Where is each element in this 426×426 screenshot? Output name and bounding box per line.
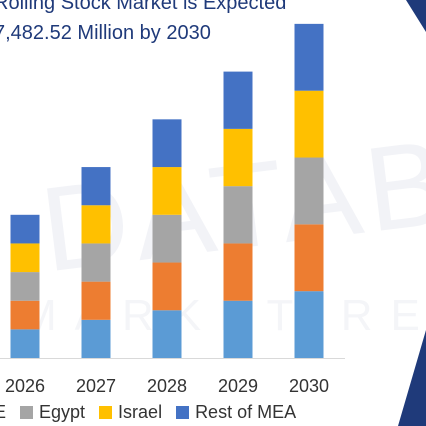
bar-segment-2029-series-2 — [223, 186, 253, 244]
bar-segment-2026-series-3 — [10, 243, 40, 273]
legend-item: Rest of MEA — [176, 402, 296, 423]
bar-segment-2027-series-0 — [81, 319, 111, 358]
bar-segment-2027-series-3 — [81, 205, 111, 244]
legend-label: E — [0, 401, 7, 422]
x-tick-label-2026: 2026 — [5, 376, 45, 396]
legend-item: E — [0, 402, 6, 423]
legend-item: Egypt — [20, 402, 85, 423]
bar-segment-2027-series-4 — [81, 167, 111, 206]
x-tick-label-2028: 2028 — [147, 376, 187, 396]
legend-label: Egypt — [39, 401, 86, 422]
legend-label: Rest of MEA — [195, 401, 297, 422]
bar-segment-2030-series-3 — [294, 90, 324, 158]
legend: E Egypt Israel Rest of MEA — [0, 401, 310, 423]
chart-title-line-1: Rolling Stock Market is Expected — [0, 0, 287, 14]
bar-segment-2026-series-0 — [10, 329, 40, 358]
bar-segment-2030-series-2 — [294, 157, 324, 225]
bar-segment-2027-series-2 — [81, 243, 111, 282]
x-tick-label-2029: 2029 — [218, 376, 258, 396]
bar-segment-2029-series-4 — [223, 71, 253, 129]
legend-item: Israel — [99, 402, 162, 423]
bar-segment-2028-series-1 — [152, 262, 182, 311]
bar-segment-2029-series-3 — [223, 128, 253, 187]
bar-segment-2030-series-0 — [294, 291, 324, 358]
bar-segment-2029-series-1 — [223, 243, 253, 301]
legend-swatch — [99, 405, 113, 419]
bar-segment-2030-series-1 — [294, 224, 324, 292]
chart-title: Rolling Stock Market is Expected 7,482.5… — [0, 0, 330, 48]
bar-segment-2026-series-1 — [10, 300, 40, 330]
bar-segment-2028-series-2 — [152, 214, 182, 263]
legend-swatch — [20, 405, 34, 419]
legend-label: Israel — [118, 401, 163, 422]
bar-segment-2028-series-0 — [152, 310, 182, 358]
x-tick-label-2030: 2030 — [289, 376, 329, 396]
bar-segment-2026-series-2 — [10, 272, 40, 301]
bar-segment-2030-series-4 — [294, 23, 324, 91]
bar-segment-2026-series-4 — [10, 214, 40, 244]
bar-segment-2027-series-1 — [81, 281, 111, 320]
bar-segment-2029-series-0 — [223, 300, 253, 358]
bar-segment-2028-series-3 — [152, 167, 182, 215]
x-tick-label-2027: 2027 — [76, 376, 116, 396]
legend-swatch — [176, 405, 190, 419]
bar-segment-2028-series-4 — [152, 119, 182, 168]
chart-title-line-2: 7,482.52 Million by 2030 — [0, 22, 211, 44]
